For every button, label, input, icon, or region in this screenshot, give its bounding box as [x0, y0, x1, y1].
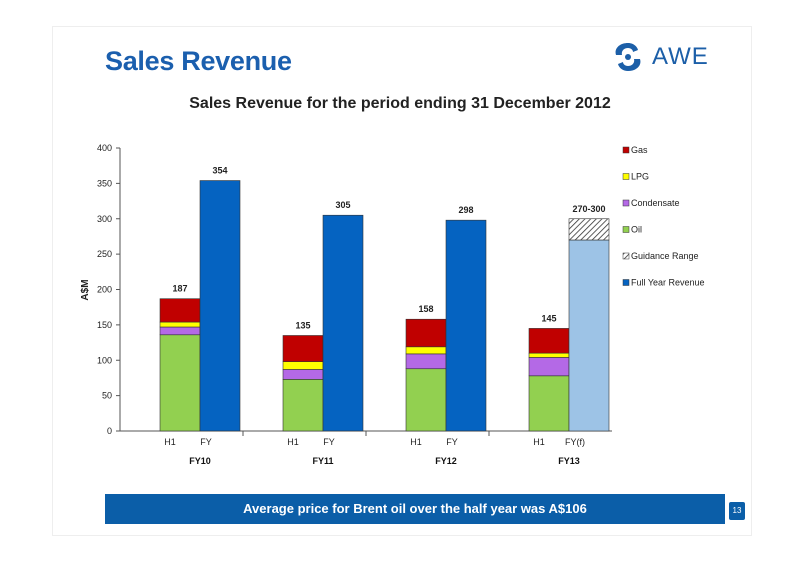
x-group-label: FY13 — [558, 456, 580, 466]
fy-value-label: 305 — [335, 200, 350, 210]
bar-fy12-h1-condensate — [405, 353, 447, 370]
bar-fy12-fy — [445, 219, 487, 432]
bar-fy13-h1-lpg — [528, 352, 570, 358]
y-tick-label: 400 — [97, 143, 112, 153]
legend-swatch — [622, 252, 630, 260]
legend-entry: Condensate — [631, 198, 680, 208]
legend-entry: Guidance Range — [631, 251, 699, 261]
bar-fy12-h1-gas — [405, 318, 447, 348]
x-group-label: FY12 — [435, 456, 457, 466]
bar-fy10-h1-condensate — [159, 326, 201, 336]
logo-text: AWE — [652, 43, 709, 70]
legend-entry: Oil — [631, 225, 642, 235]
y-axis-label: A$M — [80, 279, 91, 300]
awe-swirl-logo-icon — [615, 43, 641, 71]
x-tick-label-h1: H1 — [533, 437, 545, 447]
page-number: 13 — [729, 502, 745, 520]
y-tick-label: 100 — [97, 355, 112, 365]
bar-fy13-h1-oil — [528, 375, 570, 432]
bar-fy13-h1-condensate — [528, 357, 570, 377]
fy-value-label: 354 — [212, 166, 227, 176]
legend-entry: Gas — [631, 145, 648, 155]
h1-total-label: 187 — [172, 284, 187, 294]
legend-swatch — [622, 226, 630, 233]
footer-banner: Average price for Brent oil over the hal… — [105, 494, 725, 524]
x-tick-label-h1: H1 — [410, 437, 422, 447]
bar-fy10-h1-oil — [159, 334, 201, 432]
y-tick-label: 250 — [97, 249, 112, 259]
x-tick-label-fy: FY — [200, 437, 212, 447]
x-tick-label-fy: FY — [323, 437, 335, 447]
x-tick-label-h1: H1 — [164, 437, 176, 447]
y-tick-label: 0 — [107, 426, 112, 436]
bar-fy12-h1-oil — [405, 368, 447, 432]
slide-title: Sales Revenue — [105, 46, 292, 76]
chart-title: Sales Revenue for the period ending 31 D… — [189, 95, 611, 112]
y-tick-label: 150 — [97, 320, 112, 330]
fy-value-label: 270-300 — [572, 204, 605, 214]
bar-fy11-h1-lpg — [282, 361, 324, 370]
legend-entry: LPG — [631, 172, 649, 182]
bar-fy11-h1-oil — [282, 379, 324, 432]
y-tick-label: 350 — [97, 178, 112, 188]
h1-total-label: 135 — [295, 320, 310, 330]
bar-fy13-h1-gas — [528, 328, 570, 354]
x-group-label: FY10 — [189, 456, 211, 466]
bar-fy10-h1-lpg — [159, 321, 201, 328]
fy-value-label: 298 — [458, 205, 473, 215]
bar-fy11-h1-condensate — [282, 369, 324, 380]
bar-fy11-fy — [322, 214, 364, 432]
h1-total-label: 145 — [541, 313, 556, 323]
y-tick-label: 200 — [97, 285, 112, 295]
legend-swatch — [622, 199, 630, 207]
slide-frame — [52, 26, 752, 536]
legend-swatch — [622, 173, 630, 180]
x-tick-label-fy: FY — [446, 437, 458, 447]
legend-entry: Full Year Revenue — [631, 278, 705, 288]
awe-logo: AWE — [610, 40, 710, 74]
legend-swatch — [622, 279, 630, 286]
bar-fy11-h1-gas — [282, 335, 324, 362]
y-tick-label: 50 — [102, 391, 112, 401]
bar-fy13-fy — [568, 239, 610, 432]
x-tick-label-h1: H1 — [287, 437, 299, 447]
x-group-label: FY11 — [312, 456, 333, 466]
y-tick-label: 300 — [97, 214, 112, 224]
legend-swatch — [622, 146, 630, 154]
bar-fy12-h1-lpg — [405, 346, 447, 355]
bar-fy13-guidance-range — [568, 218, 610, 241]
bar-fy10-fy — [199, 180, 241, 432]
x-tick-label-fy: FY(f) — [565, 437, 585, 447]
bar-fy10-h1-gas — [159, 298, 201, 323]
h1-total-label: 158 — [418, 304, 433, 314]
